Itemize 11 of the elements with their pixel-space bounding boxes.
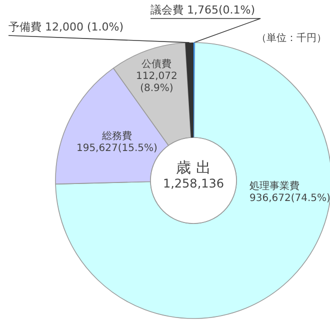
- slice-label: 総務費: [100, 130, 132, 142]
- data-label: 195,627(15.5%): [76, 142, 158, 154]
- slice-label: 議会費 1,765(0.1%): [150, 4, 256, 16]
- text: 歳 出: [176, 158, 211, 176]
- text: 1,258,136: [162, 176, 224, 190]
- slice-label: 処理事業費: [250, 180, 300, 192]
- slice-label: 公債費: [142, 58, 172, 70]
- data-label: 936,672(74.5%): [250, 193, 330, 204]
- data-label: 112,072 (8.9%): [136, 70, 178, 94]
- slice-label: 予備費 12,000 (1.0%): [8, 20, 124, 34]
- text: （単位：千円）: [256, 32, 326, 44]
